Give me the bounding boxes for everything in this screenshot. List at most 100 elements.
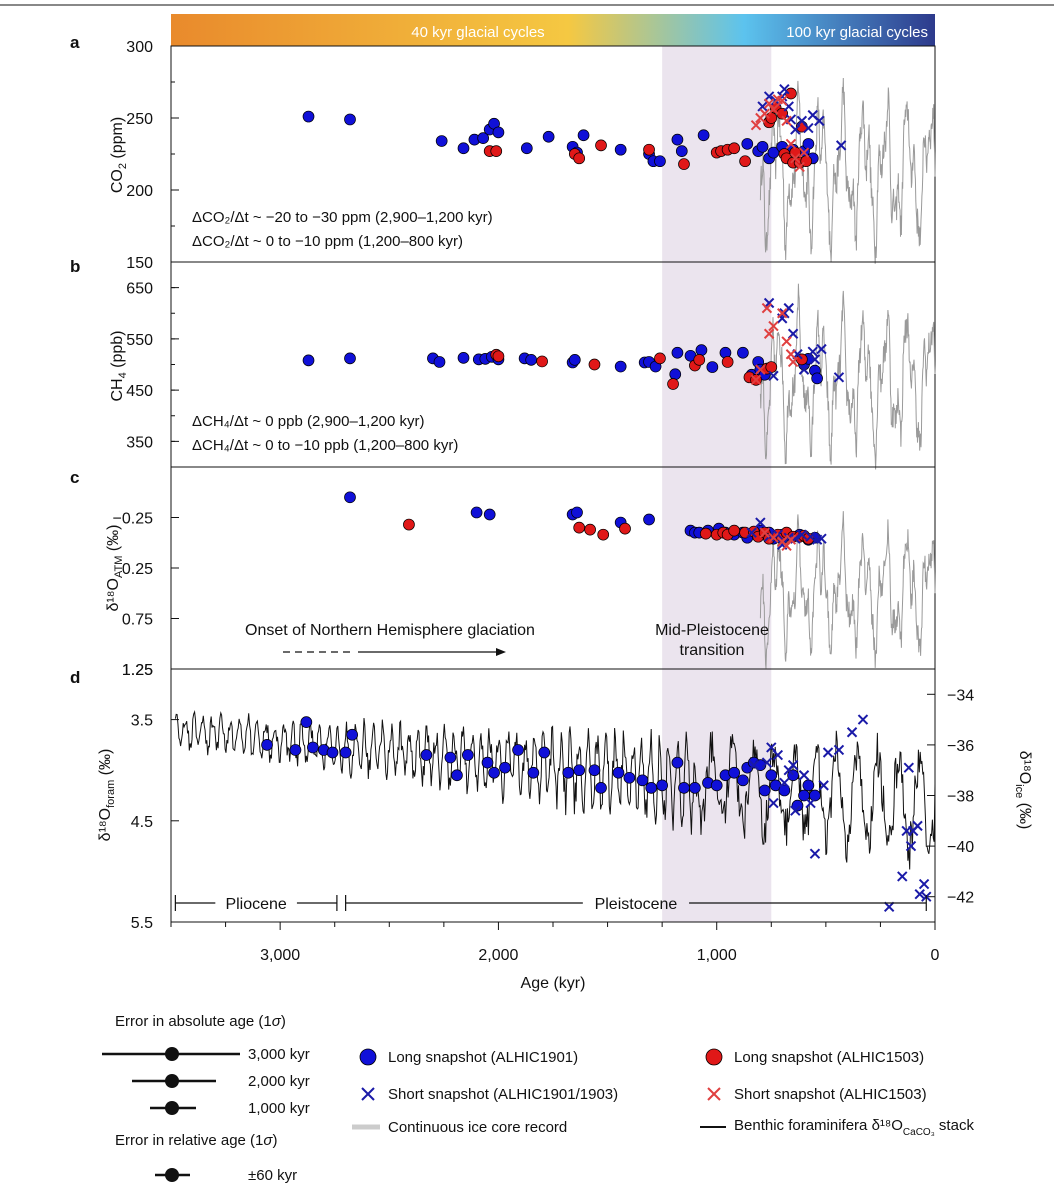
panel-d-long-blue-point: [671, 756, 684, 769]
panel-d-short-blue-point-b: [857, 714, 869, 725]
panel-b-short-red-point-b: [750, 374, 762, 386]
panel-b-long-blue-point: [669, 368, 682, 381]
panel-d-long-blue-point: [346, 728, 359, 741]
nhg-onset-label: Onset of Northern Hemisphere glaciation: [245, 622, 535, 639]
panel-a-short-blue-point-b: [779, 83, 790, 95]
panel-d-long-blue-point: [326, 746, 339, 759]
panel-a-short-blue-point-b: [757, 101, 768, 112]
panel-a-ytick-label: 200: [126, 183, 153, 200]
panel-d-long-blue-point: [499, 761, 511, 774]
panel-b-short-red-point-b: [776, 308, 788, 319]
panel-b-short-blue-point-b: [816, 343, 827, 355]
panel-b-long-blue-point: [568, 354, 581, 366]
panel-a-short-blue-point-b: [807, 109, 818, 121]
legend-error: Error in absolute age (1σ) 3,000 kyr 2,0…: [102, 1013, 310, 1184]
panel-a-long-red-point: [739, 155, 751, 168]
panel-b-long-blue-point: [344, 352, 356, 365]
panel-d-short-blue-point-b: [809, 848, 821, 859]
panel-d: 3.5 4.5 5.5 1.25 −34 −36 −38 −40 −42 Pliocene Plei…: [122, 662, 974, 932]
panel-b-ice-core-line: [759, 283, 936, 470]
panel-c-long-red-point: [403, 518, 415, 531]
panel-c-long-blue-point: [643, 513, 655, 526]
panel-d-short-blue-point-b: [903, 762, 915, 773]
panel-d-right-tick-label: −38: [947, 789, 974, 806]
panel-b-ytick-label: 650: [126, 281, 153, 298]
panel-d-short-blue-point-b: [833, 744, 845, 756]
panel-b-short-red-point-b: [785, 349, 797, 360]
panel-d-long-blue-point: [562, 766, 575, 779]
legend-short-red: Short snapshot (ALHIC1503): [734, 1086, 927, 1103]
panel-a-short-red-point-b: [781, 115, 792, 127]
panel-d-short-blue-point-b: [805, 797, 816, 809]
panel-c-short-red-point-b: [781, 540, 792, 551]
panel-a-long-blue-point: [671, 133, 684, 146]
band-label-100kyr: 100 kyr glacial cycles: [786, 24, 928, 41]
panel-d-ytick-label: 3.5: [131, 713, 153, 730]
panel-d-short-blue-point-b: [768, 797, 779, 809]
panel-a-ytick-label: 300: [126, 39, 153, 56]
panel-d-short-blue-point-b: [761, 757, 773, 768]
legend-error-1000-marker: [165, 1101, 179, 1115]
panel-a-long-red-point: [728, 142, 741, 155]
y-label-ch4: CH4 (ppb): [109, 330, 129, 401]
panel-d-short-blue-point-b: [914, 888, 925, 900]
panel-b-short-red-point-b: [768, 320, 779, 332]
panel-a-short-red-point-b: [772, 94, 784, 105]
panel-c-ytick-label: 1.25: [122, 662, 153, 679]
panel-a-long-red-point: [765, 112, 778, 124]
panel-d-long-blue-point: [595, 782, 607, 794]
panel-c-ytick-label: 0.25: [122, 561, 153, 578]
panel-a-ytick-label: 250: [126, 111, 153, 128]
panel-b-long-red-point: [667, 378, 679, 390]
panel-a-short-red-point-b: [768, 104, 779, 115]
panel-letter-c: c: [70, 468, 79, 487]
panel-b-short-red-point-b: [755, 364, 766, 375]
panel-b-short-blue-point-b: [783, 302, 794, 314]
panel-a-short-blue-point-b: [796, 115, 808, 127]
panel-a-ice-core-line: [759, 77, 936, 264]
panel-b-short-blue-point-b: [833, 372, 845, 383]
y-label-co2: CO2 (ppm): [109, 117, 129, 193]
panel-d-long-blue-point: [512, 744, 524, 756]
panel-d-short-blue-point-b: [822, 747, 834, 758]
panel-d-long-blue-point: [488, 766, 500, 779]
panel-a-short-red-point-b: [798, 147, 810, 158]
panel-b-annotation-2: ΔCH₄/Δt ~ 0 to −10 ppb (1,200–800 kyr): [192, 437, 458, 454]
panel-d-long-blue-point: [289, 744, 302, 756]
legend-benthic: Benthic foraminifera δ¹⁸OCaCO₃ stack: [734, 1117, 974, 1138]
panel-c-ice-core-line: [759, 511, 936, 669]
x-axis-label: Age (kyr): [521, 975, 586, 992]
panel-b-short-blue-point-b: [809, 354, 821, 365]
panel-d-right-tick-label: −42: [947, 890, 974, 907]
panel-a-long-blue-point: [344, 113, 356, 126]
panel-d-short-blue-point-b: [818, 780, 829, 791]
panel-d-long-blue-point: [307, 741, 319, 754]
legend-short-blue-marker: [361, 1087, 375, 1101]
panel-b-long-red-point: [536, 355, 548, 368]
panel-a-short-red-point-b: [794, 161, 805, 173]
band-label-40kyr: 40 kyr glacial cycles: [411, 24, 544, 41]
panel-d-long-blue-point: [636, 774, 649, 787]
panel-d-long-blue-point: [809, 789, 821, 802]
panel-c-long-blue-point: [483, 508, 496, 521]
panel-b-long-blue-point: [457, 351, 470, 364]
panel-a-short-red-point-b: [750, 119, 762, 131]
panel-a-short-red-point-b: [785, 138, 797, 150]
panel-b-long-red-point: [588, 358, 601, 371]
panel-b-short-blue-point-b: [768, 370, 779, 381]
panel-a-short-blue-point-b: [803, 122, 814, 134]
panel-d-long-blue-point: [802, 779, 815, 792]
panel-b-long-blue-point: [811, 372, 823, 385]
legend-error-rel-marker: [165, 1168, 179, 1182]
panel-a-long-red-point: [595, 139, 607, 152]
mpt-shading: [662, 46, 772, 922]
panel-d-ytick-label: 5.5: [131, 915, 153, 932]
panel-a-long-blue-point: [492, 126, 505, 139]
panel-c-long-blue-point: [344, 491, 356, 504]
panel-c-short-blue-point-b: [796, 529, 808, 540]
x-axis: 3,000 2,000 1,000 0: [170, 922, 940, 964]
panel-letter-d: d: [70, 668, 80, 687]
panel-a-long-blue-point: [577, 129, 590, 142]
panel-d-long-blue-point: [623, 771, 636, 784]
